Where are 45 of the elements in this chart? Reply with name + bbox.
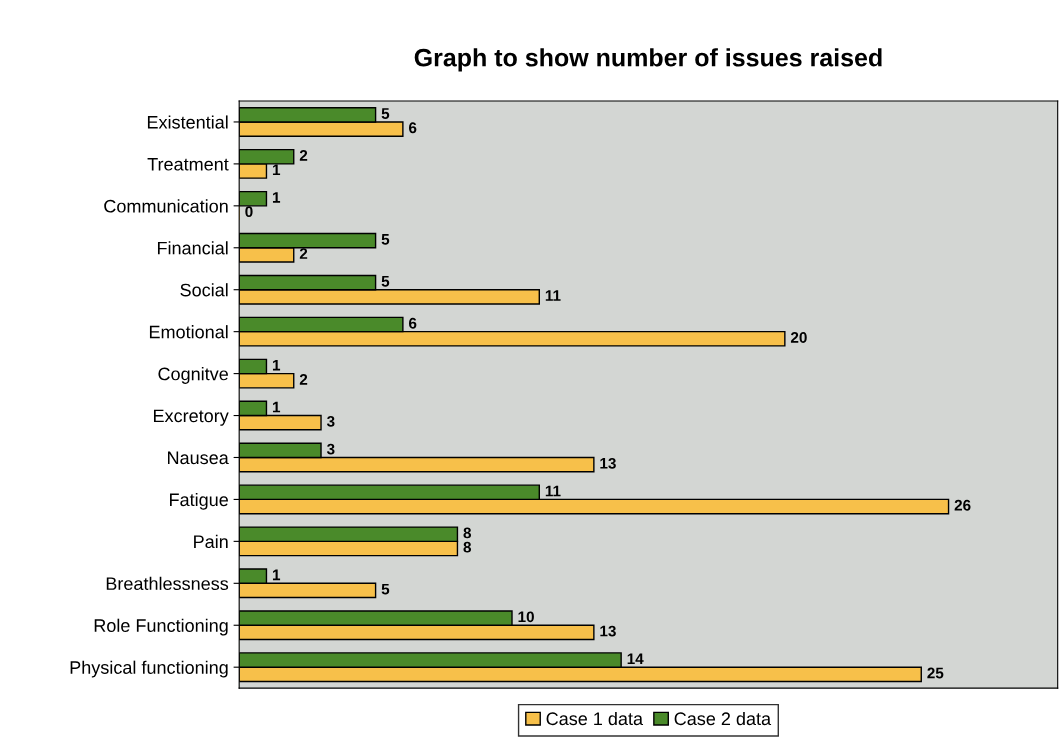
data-label: 1 <box>272 359 281 371</box>
y-tick-label: Emotional <box>149 325 228 339</box>
data-label: 13 <box>600 625 616 637</box>
y-tick-label: Social <box>180 283 228 297</box>
y-tick-label: Role Functioning <box>94 618 228 636</box>
data-label: 2 <box>299 150 308 161</box>
y-tick-label: Breathlessness <box>106 576 229 591</box>
data-label: 14 <box>627 653 644 665</box>
data-label: 1 <box>272 569 281 581</box>
data-label: 5 <box>381 234 390 245</box>
data-label: 2 <box>299 248 308 259</box>
data-label: 3 <box>326 415 335 427</box>
data-label: 10 <box>518 611 534 623</box>
data-label: 3 <box>326 443 335 455</box>
data-label: 5 <box>381 583 390 595</box>
y-tick-label: Nausea <box>168 451 229 465</box>
y-tick-label: Fatigue <box>170 492 228 510</box>
data-label: 20 <box>790 332 807 343</box>
y-tick-label: Financial <box>157 241 228 255</box>
data-label: 25 <box>927 667 944 679</box>
data-label: 8 <box>463 527 472 539</box>
data-label: 13 <box>600 457 616 469</box>
y-tick-label: Pain <box>194 534 228 549</box>
y-tick-label: Physical functioning <box>70 660 228 678</box>
data-label: 1 <box>272 192 281 203</box>
y-tick-label: Cognitve <box>158 367 228 384</box>
data-label: 8 <box>463 541 472 553</box>
data-label: 1 <box>272 164 281 175</box>
data-label: 6 <box>408 122 417 134</box>
y-tick-label: Communication <box>104 199 228 213</box>
data-label: 26 <box>954 499 971 511</box>
data-label: 2 <box>299 374 308 385</box>
legend-label: Case 1 data <box>546 711 644 726</box>
y-tick-label: Excretory <box>153 409 229 426</box>
chart-title: Graph to show number of issues raised <box>414 48 882 72</box>
y-tick-label: Treatment <box>147 158 229 171</box>
data-label: 6 <box>408 317 417 329</box>
data-label: 5 <box>381 276 390 287</box>
legend-label: Case 2 data <box>674 711 772 726</box>
data-label: 5 <box>381 108 390 119</box>
data-label: 1 <box>272 401 281 413</box>
data-label: 11 <box>545 485 561 497</box>
data-label: 11 <box>545 290 561 301</box>
data-label: 0 <box>245 206 253 218</box>
y-tick-label: Existential <box>147 115 228 129</box>
